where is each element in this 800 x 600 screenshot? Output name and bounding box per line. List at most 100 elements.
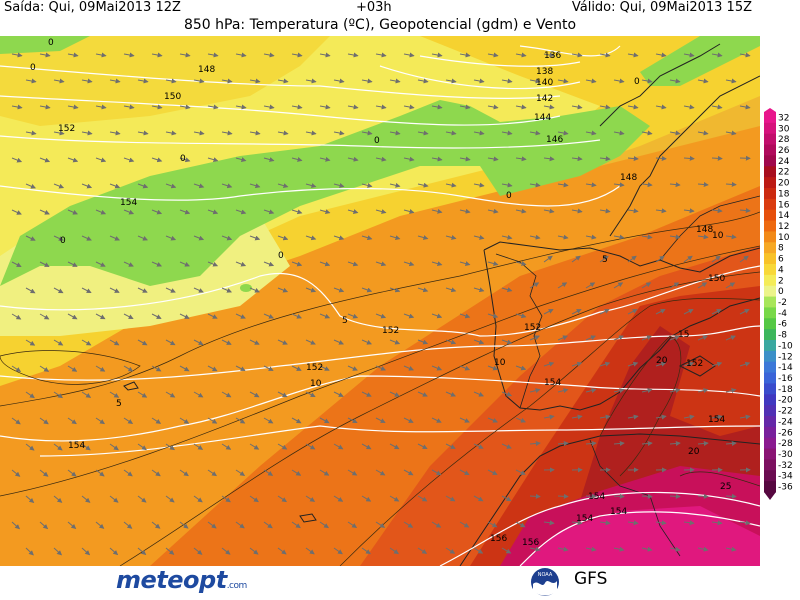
wind-arrow <box>697 182 709 188</box>
wind-arrow <box>641 130 653 136</box>
wind-arrow <box>473 234 485 240</box>
wind-arrow <box>305 130 317 136</box>
wind-arrow <box>95 417 105 425</box>
wind-arrow <box>431 313 443 319</box>
wind-arrow <box>571 52 583 58</box>
wind-arrow <box>179 104 191 110</box>
valid-time-label: Válido: Qui, 09Mai2013 15Z <box>571 0 752 15</box>
wind-arrow <box>263 52 275 58</box>
wind-arrow <box>333 339 344 345</box>
wind-arrow <box>375 104 387 110</box>
wind-arrow <box>725 440 737 446</box>
wind-arrow <box>613 440 625 446</box>
temp-band-top-yellow <box>0 36 330 126</box>
wind-arrow <box>179 365 190 372</box>
temp-label: 0 <box>30 63 36 73</box>
wind-arrow <box>193 443 204 450</box>
wind-arrow <box>67 261 78 267</box>
colorbar-label: 18 <box>778 189 790 199</box>
wind-arrow <box>67 104 79 110</box>
wind-arrow <box>249 339 260 345</box>
wind-arrow <box>697 130 709 136</box>
wind-arrow <box>319 261 331 267</box>
wind-arrow <box>683 155 695 161</box>
height-label: 154 <box>68 441 85 451</box>
wind-arrow <box>347 104 359 110</box>
temp-label: 15 <box>678 330 689 340</box>
wind-arrow <box>305 547 315 555</box>
wind-arrow <box>193 130 205 136</box>
wind-arrow <box>235 313 246 319</box>
wind-arrow <box>403 52 415 58</box>
colorbar-label: -30 <box>778 450 793 460</box>
wind-arrow <box>347 365 358 371</box>
wind-arrow <box>305 339 316 345</box>
colorbar-swatch <box>764 470 776 482</box>
wind-arrow <box>529 282 540 289</box>
wind-arrow <box>109 78 121 84</box>
wind-arrow <box>39 469 49 477</box>
wind-arrow <box>459 469 470 476</box>
colorbar-label: 22 <box>778 168 789 178</box>
wind-arrow <box>487 261 499 266</box>
wind-arrow <box>739 361 751 367</box>
height-label: 154 <box>708 415 725 425</box>
wind-arrow <box>207 521 217 529</box>
colorbar-label: -4 <box>778 309 787 319</box>
wind-arrow <box>263 104 275 110</box>
height-label: 152 <box>382 326 399 336</box>
colorbar-swatch <box>764 264 776 276</box>
portugal-border <box>495 253 543 409</box>
wind-arrow <box>207 313 218 319</box>
wind-arrow <box>711 104 723 110</box>
wind-arrow <box>389 287 401 293</box>
wind-arrow <box>137 130 149 136</box>
wind-arrow <box>627 361 639 367</box>
colorbar-swatch <box>764 166 776 178</box>
wind-arrow <box>333 183 345 188</box>
wind-arrow <box>25 391 35 399</box>
wind-arrow <box>445 78 457 84</box>
wind-arrow <box>151 365 162 372</box>
wind-arrow <box>11 469 21 477</box>
wind-arrow <box>655 155 667 161</box>
wind-arrow <box>431 365 443 371</box>
wind-arrow <box>627 104 639 110</box>
wind-arrow <box>389 547 399 555</box>
wind-arrow <box>431 521 442 528</box>
colorbar-swatch <box>764 285 776 298</box>
wind-arrow <box>305 235 317 241</box>
wind-arrow <box>543 156 555 162</box>
wind-arrow <box>529 78 541 84</box>
wind-arrow <box>95 104 107 110</box>
colorbar-label: 0 <box>778 287 784 297</box>
wind-arrow <box>375 469 386 476</box>
wind-arrow <box>725 493 737 499</box>
wind-arrow <box>347 313 359 319</box>
wind-arrow <box>67 52 79 58</box>
wind-arrow <box>375 209 387 214</box>
wind-arrow <box>543 414 555 420</box>
wind-arrow <box>81 547 91 556</box>
wind-arrow <box>249 495 259 503</box>
wind-arrow <box>627 414 639 420</box>
wind-arrow <box>515 469 526 475</box>
wind-arrow <box>361 443 372 450</box>
wind-arrow <box>417 287 429 293</box>
wind-arrow <box>263 469 274 476</box>
colorbar-swatch <box>764 448 776 460</box>
wind-arrow <box>179 157 191 163</box>
wind-arrow <box>137 78 149 84</box>
wind-arrow <box>655 52 667 58</box>
wind-arrow <box>655 361 667 367</box>
wind-arrow <box>403 209 415 214</box>
wind-arrow <box>333 287 345 293</box>
wind-arrow <box>81 391 92 398</box>
wind-arrow <box>291 52 303 58</box>
wind-arrow <box>557 282 568 289</box>
wind-arrow <box>655 520 667 526</box>
wind-arrow <box>697 493 709 499</box>
wind-arrow <box>305 183 317 188</box>
wind-arrow <box>333 443 344 450</box>
wind-arrow <box>543 208 555 214</box>
